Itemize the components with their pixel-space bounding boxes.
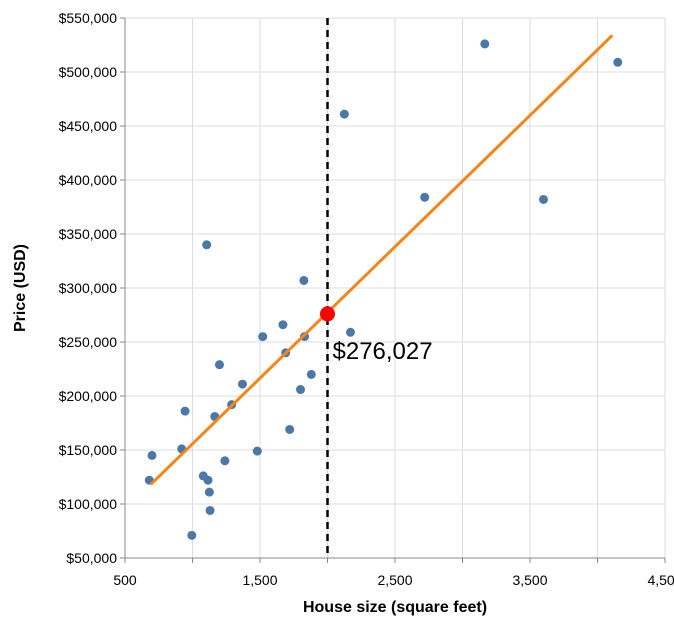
y-tick-label: $300,000 xyxy=(59,280,118,296)
x-tick-label: 2,500 xyxy=(377,572,412,588)
data-point xyxy=(480,39,490,49)
data-point xyxy=(204,487,214,497)
data-point xyxy=(345,327,355,337)
y-tick-label: $500,000 xyxy=(59,64,118,80)
x-tick-label: 4,500 xyxy=(647,572,674,588)
x-tick-label: 1,500 xyxy=(242,572,277,588)
data-point xyxy=(306,369,316,379)
data-point xyxy=(539,194,548,204)
y-axis-title: Price (USD) xyxy=(12,244,29,332)
data-point xyxy=(180,406,190,416)
y-tick-label: $450,000 xyxy=(59,118,118,134)
regression-line xyxy=(149,34,614,486)
data-point xyxy=(613,57,623,67)
y-tick-label: $400,000 xyxy=(59,172,118,188)
data-point xyxy=(237,379,247,389)
data-point xyxy=(205,505,215,515)
data-point xyxy=(147,450,157,460)
data-point xyxy=(187,530,197,540)
data-point xyxy=(258,332,268,342)
data-point xyxy=(339,109,349,119)
y-axis: $50,000 $100,000 $150,000 $200,000 $250,000 $… xyxy=(59,10,125,566)
x-axis-title: House size (square feet) xyxy=(303,599,487,616)
data-point xyxy=(285,424,295,434)
y-tick-label: $50,000 xyxy=(66,550,117,566)
data-point xyxy=(296,385,305,395)
x-tick-label: 500 xyxy=(113,572,137,588)
data-point xyxy=(220,456,230,466)
x-tick-label: 3,500 xyxy=(512,572,547,588)
y-tick-label: $250,000 xyxy=(59,334,118,350)
y-tick-label: $550,000 xyxy=(59,10,118,26)
prediction-point xyxy=(320,306,335,322)
data-point xyxy=(202,240,212,250)
data-point xyxy=(420,192,430,202)
data-point xyxy=(203,475,213,485)
y-tick-label: $350,000 xyxy=(59,226,118,242)
data-point xyxy=(278,320,288,330)
data-point xyxy=(299,275,309,285)
prediction-label: $276,027 xyxy=(333,338,433,365)
data-point xyxy=(252,446,262,456)
data-points xyxy=(144,39,623,540)
x-axis: 500 1,500 2,500 3,500 4,500 xyxy=(113,558,674,588)
y-tick-label: $150,000 xyxy=(59,442,118,458)
data-point xyxy=(215,360,224,370)
y-tick-label: $200,000 xyxy=(59,388,118,404)
y-tick-label: $100,000 xyxy=(59,496,118,512)
